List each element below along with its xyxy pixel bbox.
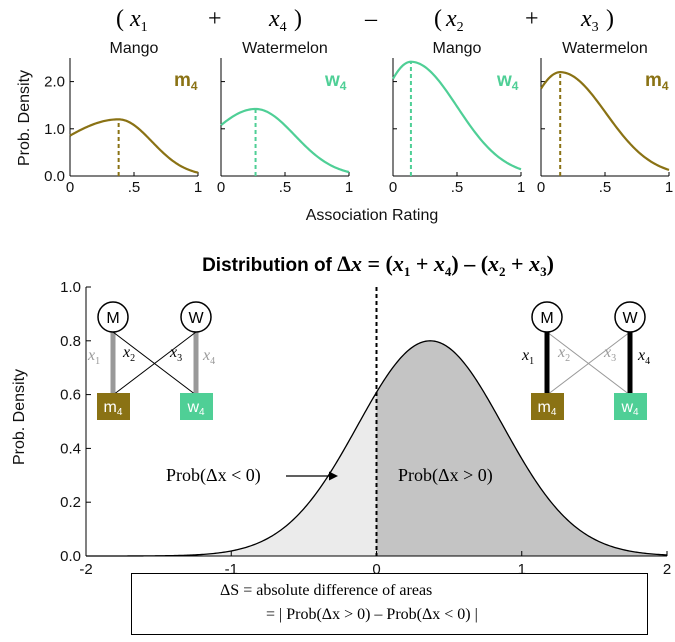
label-prob-positive: Prob(Δx > 0) (398, 465, 493, 486)
y-tick-label: 0.6 (60, 387, 81, 404)
label-prob-negative: Prob(Δx < 0) (166, 465, 261, 486)
node-w4-label: w4 (620, 399, 639, 418)
formula-open-1: ( (116, 6, 124, 32)
main-ylabel: Prob. Density (11, 369, 28, 465)
node-watermelon-label: W (188, 310, 204, 327)
node-w4 (614, 393, 647, 420)
y-tick-label: 2.0 (44, 74, 65, 91)
x-tick-label: 1 (517, 179, 525, 196)
x-tick-label: -2 (79, 561, 92, 578)
y-tick-label: 0.0 (44, 168, 65, 185)
panel-badge: w4 (496, 70, 519, 93)
formula-x1: x1 (129, 6, 148, 35)
edge-x2-label: x2 (122, 344, 135, 364)
node-mango-label: M (106, 310, 119, 327)
x-tick-label: 0 (66, 179, 74, 196)
panel-title: Mango (110, 40, 159, 57)
edge-x3-label: x3 (603, 344, 616, 364)
x-tick-label: 1 (518, 561, 526, 578)
small-xlabel: Association Rating (306, 207, 439, 224)
formula-open-2: ( (434, 6, 442, 32)
formula-x4: x4 (268, 6, 287, 35)
node-m4 (97, 393, 130, 420)
density-curve (392, 60, 522, 171)
node-mango (531, 301, 563, 333)
formula-plus-1: + (208, 6, 222, 32)
formula-x2: x2 (445, 6, 464, 35)
y-tick-label: 0.0 (60, 548, 81, 565)
x-tick-label: 0 (217, 179, 225, 196)
node-w4-label: w4 (186, 399, 205, 418)
node-w4 (180, 393, 213, 420)
node-m4-label: m4 (104, 399, 123, 418)
y-tick-label: 1.0 (44, 121, 65, 138)
x-tick-label: .5 (128, 179, 141, 196)
panel-title: Watermelon (562, 40, 648, 57)
top-formula: ( x1 + x4 ) – ( x2 + x3 ) (116, 6, 614, 35)
formula-close-2: ) (606, 6, 614, 32)
node-mango (97, 301, 129, 333)
node-watermelon-label: W (622, 310, 638, 327)
panel-badge: m4 (645, 70, 669, 93)
x-tick-label: 0 (389, 179, 397, 196)
formula-line-2: = | Prob(Δx > 0) – Prob(Δx < 0) | (266, 606, 478, 623)
small-ylabel: Prob. Density (16, 70, 33, 166)
area-prob-positive (376, 340, 667, 556)
diagram-right: M W m4 w4 x1 x2 x3 x4 (521, 301, 650, 420)
panel-badge: w4 (324, 70, 347, 93)
node-watermelon (180, 301, 212, 333)
node-m4-label: m4 (538, 399, 557, 418)
y-tick-label: 0.8 (60, 333, 81, 350)
x-tick-label: 2 (663, 561, 671, 578)
edge-x1-label: x1 (87, 347, 100, 367)
y-tick-label: 0.2 (60, 494, 81, 511)
arrow-head (329, 471, 338, 481)
x-tick-label: 0 (372, 561, 380, 578)
small-panels: 0 .5 1 0.0 1.0 2.0 Mango m4 0 .5 1 Watermelon w4 0 .5 1… (44, 40, 673, 196)
formula-x3: x3 (580, 6, 599, 35)
y-tick-label: 1.0 (60, 279, 81, 296)
edge-x3 (546, 331, 631, 396)
formula-line-1: ΔS = absolute difference of areas (220, 582, 433, 599)
panel-badge: m4 (174, 70, 198, 93)
edge-x4-label: x4 (637, 347, 650, 367)
panel-title: Watermelon (242, 40, 328, 57)
formula-plus-2: + (525, 6, 539, 32)
small-panel-3: 0 .5 1 Mango w4 (389, 40, 525, 196)
node-watermelon (614, 301, 646, 333)
edge-x2-label: x2 (557, 344, 570, 364)
main-chart-title: Distribution of Δx = (x1 + x4) – (x2 + x… (202, 251, 554, 279)
area-prob-negative (86, 392, 377, 556)
x-tick-label: 0 (537, 179, 545, 196)
formula-close-1: ) (294, 6, 302, 32)
main-chart: 0.00.20.40.60.81.0-2 -1 0 1 2 (60, 279, 671, 578)
x-tick-label: .5 (451, 179, 464, 196)
small-panel-1: 0 .5 1 0.0 1.0 2.0 Mango m4 (44, 40, 202, 196)
formula-box: ΔS = absolute difference of areas = | Pr… (131, 573, 648, 635)
edge-x1-label: x1 (521, 347, 534, 367)
edge-x4-label: x4 (202, 347, 215, 367)
density-curve (540, 71, 670, 171)
panel-title: Mango (433, 40, 482, 57)
formula-minus: – (364, 6, 378, 32)
diagram-left: M W m4 w4 x1 x2 x3 x4 (87, 301, 215, 420)
x-tick-label: 1 (665, 179, 673, 196)
small-panel-4: 0 .5 1 Watermelon m4 (537, 40, 673, 196)
node-m4 (531, 393, 564, 420)
x-tick-label: .5 (599, 179, 612, 196)
x-tick-label: .5 (279, 179, 292, 196)
node-mango-label: M (540, 310, 553, 327)
density-curve (220, 107, 350, 174)
small-panel-2: 0 .5 1 Watermelon w4 (217, 40, 353, 196)
y-tick-label: 0.4 (60, 440, 81, 457)
density-curve (69, 118, 199, 174)
x-tick-label: 1 (345, 179, 353, 196)
edge-x3 (112, 331, 197, 396)
x-tick-label: 1 (194, 179, 202, 196)
edge-x3-label: x3 (169, 344, 182, 364)
